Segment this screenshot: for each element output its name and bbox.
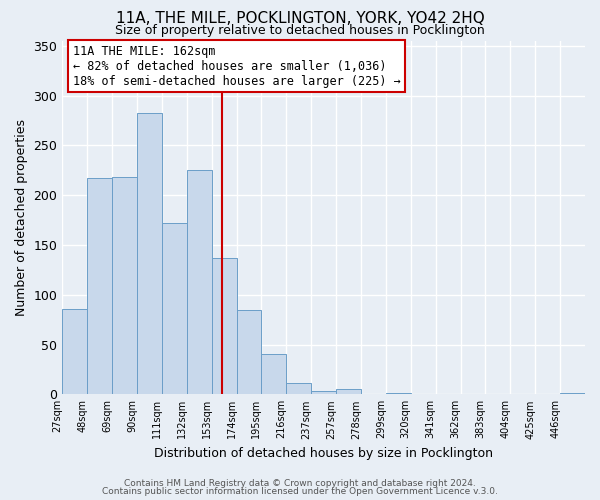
Text: 11A THE MILE: 162sqm
← 82% of detached houses are smaller (1,036)
18% of semi-de: 11A THE MILE: 162sqm ← 82% of detached h… bbox=[73, 44, 400, 88]
Text: Contains HM Land Registry data © Crown copyright and database right 2024.: Contains HM Land Registry data © Crown c… bbox=[124, 478, 476, 488]
Bar bbox=[137, 112, 162, 394]
Bar bbox=[236, 310, 262, 394]
Bar bbox=[286, 384, 311, 394]
X-axis label: Distribution of detached houses by size in Pocklington: Distribution of detached houses by size … bbox=[154, 447, 493, 460]
Bar bbox=[62, 308, 87, 394]
Text: 11A, THE MILE, POCKLINGTON, YORK, YO42 2HQ: 11A, THE MILE, POCKLINGTON, YORK, YO42 2… bbox=[116, 11, 484, 26]
Text: Size of property relative to detached houses in Pocklington: Size of property relative to detached ho… bbox=[115, 24, 485, 37]
Y-axis label: Number of detached properties: Number of detached properties bbox=[15, 119, 28, 316]
Bar bbox=[87, 178, 112, 394]
Bar bbox=[262, 354, 286, 395]
Bar bbox=[336, 390, 361, 394]
Bar bbox=[162, 223, 187, 394]
Bar bbox=[112, 178, 137, 394]
Bar bbox=[311, 392, 336, 394]
Bar bbox=[212, 258, 236, 394]
Text: Contains public sector information licensed under the Open Government Licence v.: Contains public sector information licen… bbox=[102, 487, 498, 496]
Bar bbox=[187, 170, 212, 394]
